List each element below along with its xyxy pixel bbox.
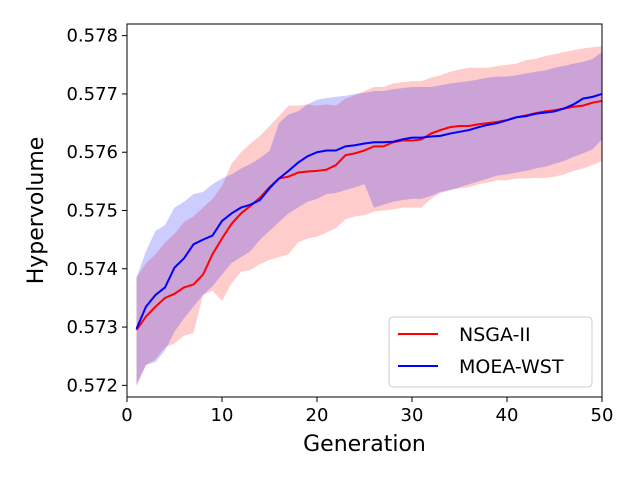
x-tick-label: 40 (496, 405, 519, 426)
y-tick-label: 0.575 (66, 201, 118, 222)
y-tick-label: 0.574 (66, 259, 118, 280)
legend: NSGA-II MOEA-WST (388, 316, 593, 388)
line-moea-wst (135, 92, 603, 330)
x-tick-label: 20 (306, 405, 329, 426)
y-tick-label: 0.577 (66, 84, 118, 105)
y-tick-label: 0.572 (66, 375, 118, 396)
y-tick-label: 0.573 (66, 317, 118, 338)
band-nsga-ii (136, 46, 602, 386)
series-lines (135, 92, 603, 331)
x-axis-label: Generation (303, 432, 426, 457)
legend-label-moea-wst: MOEA-WST (459, 356, 564, 378)
x-tick-label: 10 (211, 405, 234, 426)
x-tick-label: 30 (401, 405, 424, 426)
legend-label-nsga-ii: NSGA-II (459, 324, 531, 346)
x-tick-label: 0 (121, 405, 132, 426)
confidence-bands (136, 46, 602, 386)
band-moea-wst (136, 51, 602, 386)
legend-box (388, 316, 593, 388)
y-axis-ticks: 0.572 0.573 0.574 0.575 0.576 0.577 0.578 (66, 26, 127, 396)
x-axis-ticks: 0 10 20 30 40 50 (121, 397, 613, 426)
y-axis-label: Hypervolume (24, 137, 49, 285)
x-tick-label: 50 (591, 405, 614, 426)
y-tick-label: 0.578 (66, 26, 118, 47)
y-tick-label: 0.576 (66, 142, 118, 163)
